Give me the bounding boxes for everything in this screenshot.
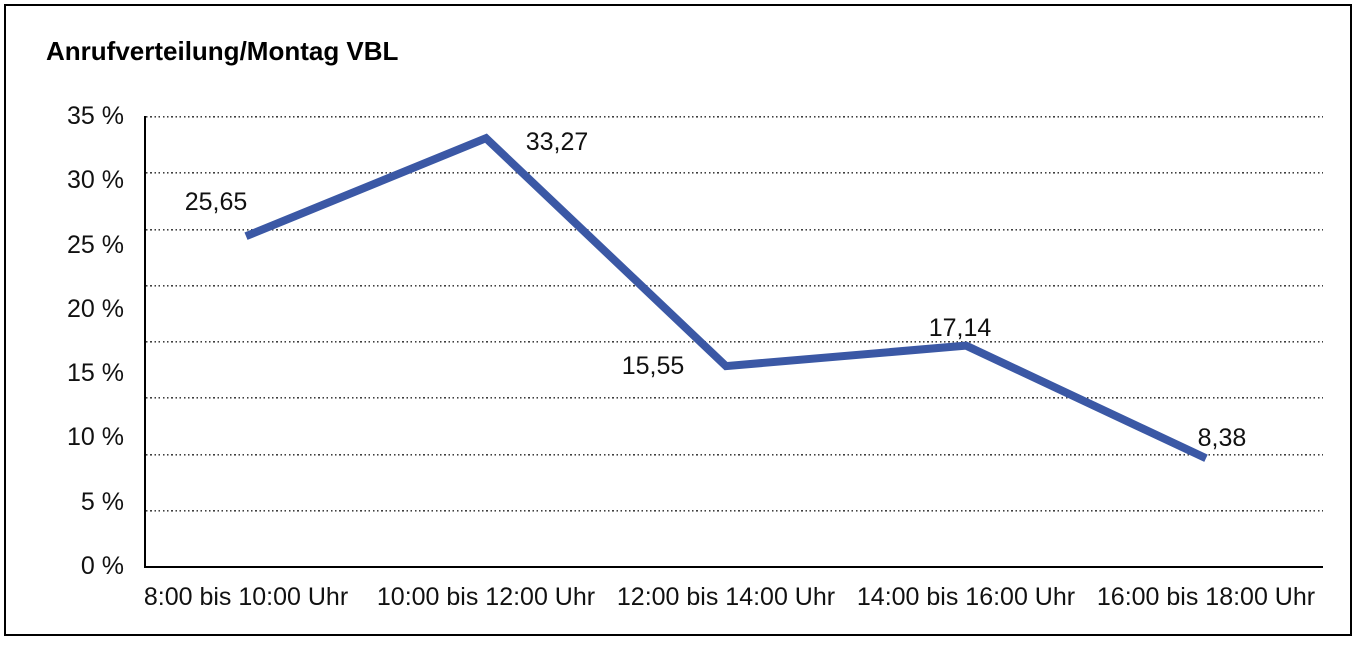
x-tick-label: 8:00 bis 10:00 Uhr [143, 583, 349, 611]
data-point-value-label: 25,65 [184, 188, 248, 217]
data-point-value-label: 33,27 [525, 128, 589, 157]
data-point-value-label: 8,38 [1197, 424, 1247, 453]
data-point-value-label: 17,14 [928, 313, 992, 342]
gridline [146, 116, 1323, 118]
gridline [146, 509, 1323, 512]
line-series-layer [244, 133, 1208, 462]
gridline [146, 228, 1323, 231]
gridline [146, 172, 1323, 175]
y-tick-label: 20 % [67, 294, 124, 323]
y-tick-label: 0 % [80, 552, 124, 580]
y-tick-label: 30 % [67, 166, 124, 195]
x-tick-label: 14:00 bis 16:00 Uhr [856, 583, 1076, 611]
y-tick-label: 15 % [67, 359, 124, 388]
gridline [146, 453, 1323, 456]
x-tick-label: 10:00 bis 12:00 Uhr [376, 583, 596, 611]
gridline [146, 284, 1323, 287]
chart-title: Anrufverteilung/Montag VBL [46, 36, 399, 66]
y-tick-label: 35 % [67, 102, 124, 130]
plot-area: 25,65 33,27 15,55 17,14 8,38 [144, 116, 1323, 568]
data-line [244, 133, 1208, 462]
data-point-value-label: 15,55 [621, 352, 685, 381]
x-tick-label: 12:00 bis 14:00 Uhr [616, 583, 836, 611]
y-tick-label: 25 % [67, 230, 124, 259]
gridline [146, 341, 1323, 343]
x-tick-label: 16:00 bis 18:00 Uhr [1096, 583, 1316, 611]
y-tick-label: 10 % [67, 423, 124, 452]
gridline [146, 397, 1323, 400]
y-tick-label: 5 % [80, 487, 124, 516]
